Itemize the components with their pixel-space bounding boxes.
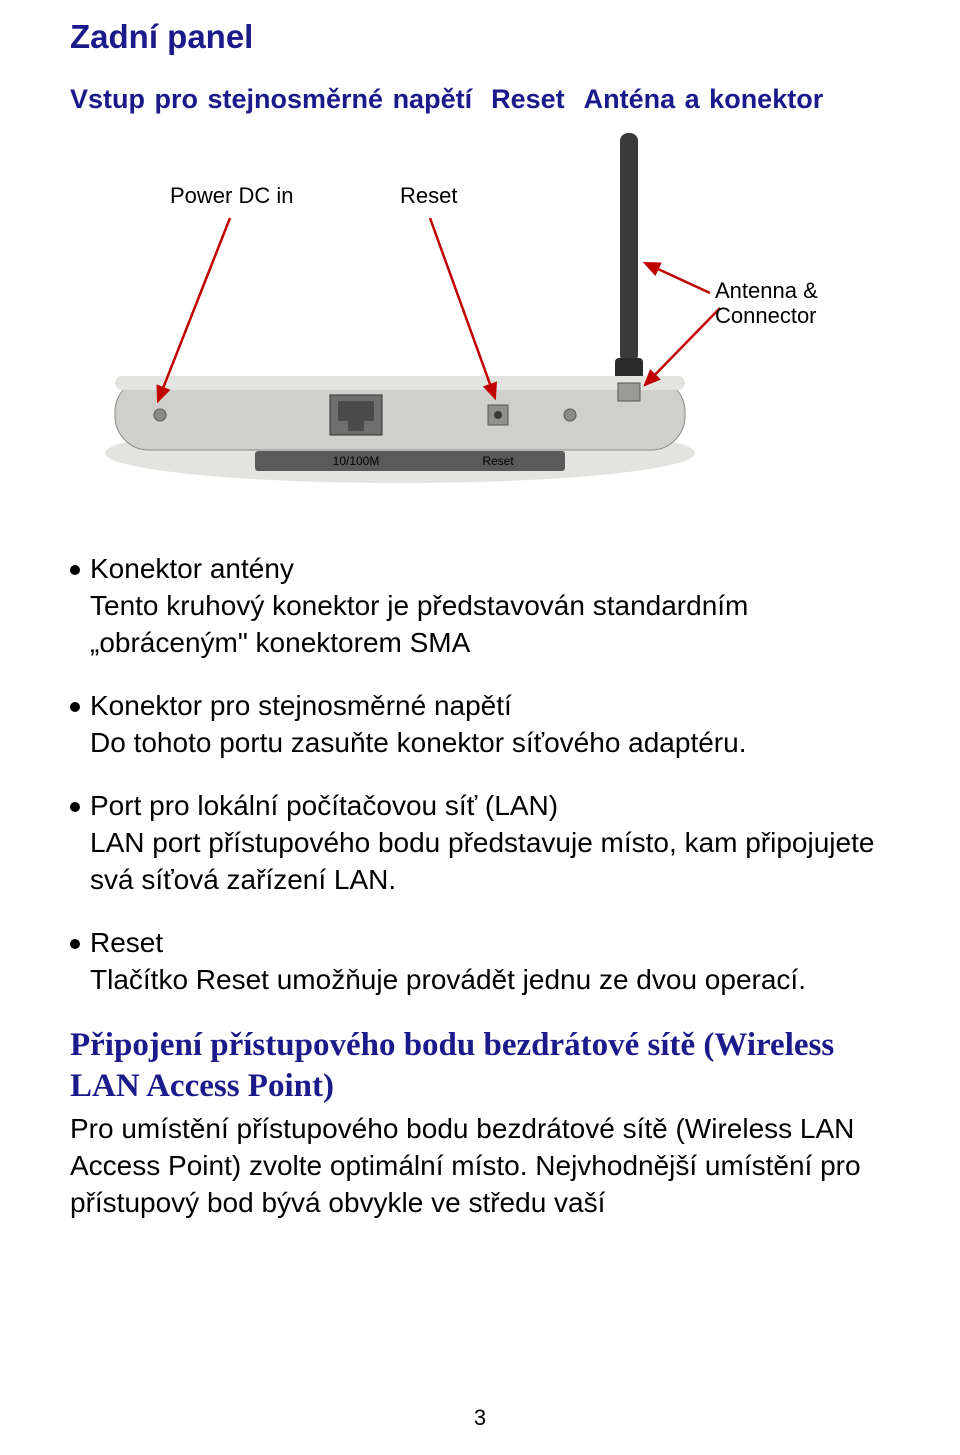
page-title: Zadní panel xyxy=(70,18,890,56)
bullet-3-body: LAN port přístupového bodu představuje m… xyxy=(90,825,890,899)
bullet-dot-icon xyxy=(70,939,80,949)
subtitle-row: Vstup pro stejnosměrné napětí Reset Anté… xyxy=(70,84,890,115)
section-heading: Připojení přístupového bodu bezdrátové s… xyxy=(70,1025,890,1108)
label-strip xyxy=(255,451,565,471)
lan-port-clip xyxy=(348,421,364,431)
reset-button-dot xyxy=(494,411,502,419)
bullet-1: Konektor antény Tento kruhový konektor j… xyxy=(70,551,890,662)
bullet-4: Reset Tlačítko Reset umožňuje provádět j… xyxy=(70,925,890,999)
bullet-3: Port pro lokální počítačovou síť (LAN) L… xyxy=(70,788,890,899)
bullet-dot-icon xyxy=(70,702,80,712)
diag-label-antenna-2: Connector xyxy=(715,303,817,328)
bullet-dot-icon xyxy=(70,802,80,812)
subtitle-dc: Vstup pro stejnosměrné napětí xyxy=(70,84,472,114)
section-body: Pro umístění přístupového bodu bezdrátov… xyxy=(70,1111,890,1222)
diag-label-power: Power DC in xyxy=(170,183,293,208)
bullet-4-body: Tlačítko Reset umožňuje provádět jednu z… xyxy=(90,962,890,999)
bullet-1-head: Konektor antény xyxy=(90,553,294,584)
rear-panel-diagram: 10/100M Reset Power DC in Reset Antenna … xyxy=(70,123,890,523)
diag-label-reset: Reset xyxy=(400,183,457,208)
subtitle-reset: Reset xyxy=(491,84,565,114)
device-top-edge xyxy=(115,376,685,390)
bullet-2-body: Do tohoto portu zasuňte konektor síťovéh… xyxy=(90,725,890,762)
antenna-rod xyxy=(620,133,638,363)
lan-port-inner xyxy=(338,401,374,421)
arrow-antenna-rod xyxy=(645,263,710,293)
label-lan-port: 10/100M xyxy=(333,454,380,468)
bullet-3-head: Port pro lokální počítačovou síť (LAN) xyxy=(90,790,558,821)
arrow-antenna-connector xyxy=(645,308,720,385)
bullet-1-body: Tento kruhový konektor je představován s… xyxy=(90,588,890,662)
subtitle-antenna: Anténa a konektor xyxy=(584,84,824,114)
bullet-dot-icon xyxy=(70,565,80,575)
diagram-svg: 10/100M Reset Power DC in Reset Antenna … xyxy=(100,123,860,523)
screw-left xyxy=(154,409,166,421)
antenna-connector xyxy=(618,383,640,401)
label-reset-port: Reset xyxy=(482,454,514,468)
arrow-power xyxy=(158,218,230,401)
arrow-reset xyxy=(430,218,495,398)
diag-label-antenna-1: Antenna & xyxy=(715,278,818,303)
bullet-4-head: Reset xyxy=(90,927,163,958)
bullet-2-head: Konektor pro stejnosměrné napětí xyxy=(90,690,512,721)
bullet-2: Konektor pro stejnosměrné napětí Do toho… xyxy=(70,688,890,762)
page-number: 3 xyxy=(0,1405,960,1431)
screw-right xyxy=(564,409,576,421)
